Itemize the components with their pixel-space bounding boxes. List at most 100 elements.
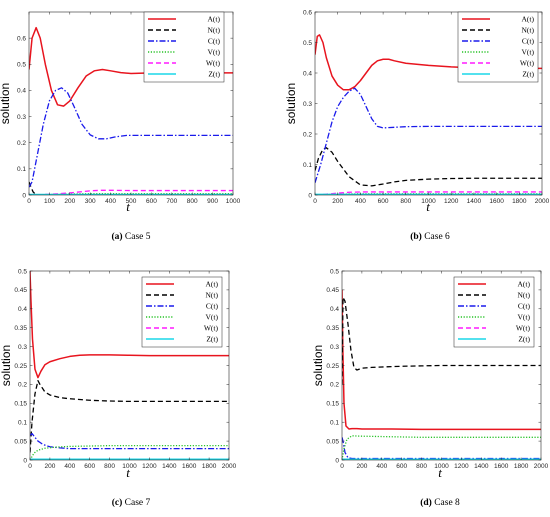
legend: A(t) N(t) C(t) V(t) W(t) Z(t) [457,11,539,83]
x-tick-label: 100 [44,198,55,205]
legend-label: W(t) [516,324,531,333]
x-tick-label: 1200 [142,463,157,470]
series-line-at [315,34,542,91]
legend-label: A(t) [522,15,535,24]
y-tick-label: 0.1 [330,420,339,427]
legend-box [143,11,225,83]
panel-caption: (d) Case 8 [420,497,460,508]
legend: A(t) N(t) C(t) V(t) W(t) Z(t) [453,276,535,348]
legend-label: W(t) [520,59,535,68]
caption-text: Case 8 [432,498,460,508]
y-tick-label: 0.3 [18,344,27,351]
legend-label: N(t) [522,26,535,35]
legend-label: W(t) [204,324,219,333]
legend-label: W(t) [206,59,221,68]
y-tick-label: 0.5 [303,40,312,47]
y-tick-label: 0.15 [14,401,27,408]
x-tick-label: 800 [416,463,427,470]
legend-label: C(t) [522,37,535,46]
caption-text: Case 5 [123,232,151,242]
legend-label: V(t) [206,313,219,322]
legend-box [457,11,539,83]
chart-panel-3: 0 200 400 600 800 1000 1200 1400 1600 1800 2000 0 0.… [0,268,237,508]
x-tick-label: 1000 [226,198,241,205]
x-tick-label: 800 [187,198,198,205]
x-tick-label: 500 [126,198,137,205]
legend-label: Z(t) [518,335,530,344]
x-tick-label: 200 [332,198,343,205]
y-tick-label: 0.35 [14,325,27,332]
x-tick-label: 600 [84,463,95,470]
y-tick-label: 0.4 [18,306,27,313]
legend-label: Z(t) [206,335,218,344]
y-tick-label: 0.05 [14,438,27,445]
legend-label: A(t) [208,15,221,24]
legend: A(t) N(t) C(t) V(t) W(t) Z(t) [141,276,223,348]
y-tick-label: 0 [23,457,27,464]
x-tick-label: 200 [44,463,55,470]
legend-label: Z(t) [208,70,220,79]
caption-text: Case 6 [422,232,450,242]
y-tick-label: 0 [308,192,312,199]
x-tick-label: 400 [355,198,366,205]
legend-label: C(t) [518,302,531,311]
y-tick-label: 0.4 [330,306,339,313]
y-tick-label: 0.5 [17,62,26,69]
y-axis-label: solution [0,83,12,124]
x-tick-label: 1400 [474,463,489,470]
x-axis-label: t [126,465,130,480]
x-tick-label: 900 [207,198,218,205]
legend-label: C(t) [206,302,219,311]
series-line-vt [342,435,541,460]
x-tick-label: 1200 [444,198,459,205]
y-tick-label: 0.45 [14,287,27,294]
legend-box [141,276,223,348]
x-tick-label: 0 [27,198,31,205]
series-line-ct [29,87,233,188]
series-group [342,289,541,460]
y-tick-label: 0.1 [17,166,26,173]
chart-panel-4: 0 200 400 600 800 1000 1200 1400 1600 1800 2000 0 0.… [311,268,549,508]
x-tick-label: 800 [400,198,411,205]
x-tick-label: 300 [85,198,96,205]
x-tick-label: 200 [64,198,75,205]
legend-label: V(t) [522,48,535,57]
legend-label: N(t) [518,291,531,300]
x-tick-label: 1000 [122,463,137,470]
x-tick-label: 2000 [222,463,237,470]
x-tick-label: 1200 [454,463,469,470]
y-tick-label: 0.1 [18,420,27,427]
caption-text: Case 7 [122,498,150,508]
y-tick-label: 0.2 [18,382,27,389]
x-axis-label: t [426,199,430,214]
caption-letter: (a) [111,231,122,242]
y-tick-label: 0.2 [303,131,312,138]
y-tick-label: 0.25 [14,363,27,370]
y-axis-label: solution [0,345,13,386]
x-tick-label: 400 [105,198,116,205]
y-tick-label: 0.45 [326,287,339,294]
y-tick-label: 0.5 [18,268,27,275]
legend-label: A(t) [518,280,531,289]
x-tick-label: 1400 [467,198,482,205]
y-tick-label: 0.25 [326,363,339,370]
panel-caption: (b) Case 6 [410,231,450,242]
series-line-wt [315,191,542,195]
series-line-at [30,271,229,379]
legend-label: Z(t) [522,70,534,79]
series-line-nt [315,147,542,187]
series-line-nt [30,379,229,453]
x-axis-label: t [126,199,130,214]
y-tick-label: 0.4 [17,88,26,95]
series-line-vt [30,444,229,460]
chart-panel-2: 0 200 400 600 800 1000 1200 1400 1600 1800 2000 0 0.… [284,9,550,242]
y-tick-label: 0.6 [17,35,26,42]
series-line-nt [342,296,541,385]
x-tick-label: 2000 [535,198,550,205]
x-tick-label: 800 [104,463,115,470]
x-tick-label: 1000 [434,463,449,470]
series-line-at [342,289,541,431]
series-line-ct [342,437,541,460]
y-axis-label: solution [284,83,298,124]
x-tick-label: 1800 [514,463,529,470]
